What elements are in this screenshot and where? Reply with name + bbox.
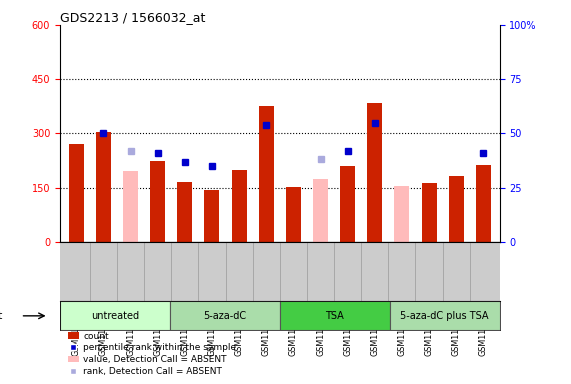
- Bar: [286, 187, 301, 242]
- Bar: [204, 190, 219, 242]
- Text: TSA: TSA: [325, 311, 344, 321]
- Text: agent: agent: [0, 311, 3, 321]
- Bar: [150, 161, 165, 242]
- Bar: [449, 176, 464, 242]
- Bar: [170, 301, 280, 330]
- Bar: [96, 132, 111, 242]
- Bar: [280, 301, 390, 330]
- Bar: [178, 182, 192, 242]
- Bar: [60, 301, 170, 330]
- Text: 5-aza-dC: 5-aza-dC: [203, 311, 247, 321]
- Bar: [313, 179, 328, 242]
- Bar: [259, 106, 274, 242]
- Bar: [340, 166, 355, 242]
- Bar: [367, 103, 382, 242]
- Bar: [69, 144, 84, 242]
- Text: 5-aza-dC plus TSA: 5-aza-dC plus TSA: [400, 311, 489, 321]
- Bar: [123, 171, 138, 242]
- Bar: [476, 165, 491, 242]
- Bar: [395, 186, 409, 242]
- Text: GDS2213 / 1566032_at: GDS2213 / 1566032_at: [60, 11, 206, 24]
- Bar: [389, 301, 500, 330]
- Bar: [421, 183, 436, 242]
- Text: untreated: untreated: [91, 311, 139, 321]
- Legend: count, percentile rank within the sample, value, Detection Call = ABSENT, rank, : count, percentile rank within the sample…: [65, 328, 240, 379]
- Bar: [232, 170, 247, 242]
